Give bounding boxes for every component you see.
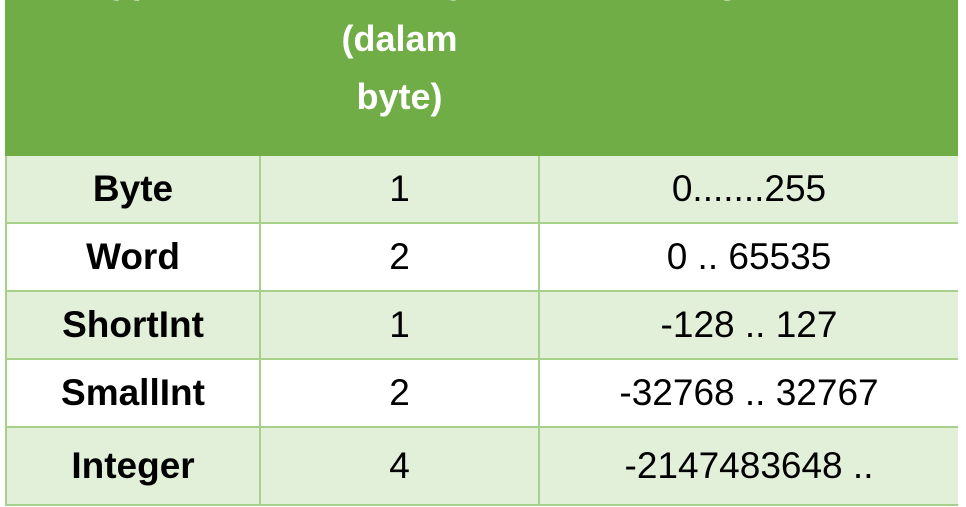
header-size: Memory (dalam byte) [259, 0, 540, 156]
size-cell: 2 [259, 358, 540, 428]
type-cell: SmallInt [5, 358, 261, 428]
range-cell: -32768 .. 32767 [538, 358, 958, 428]
range-cell: -2147483648 .. [538, 426, 958, 506]
table-row: SmallInt 2 -32768 .. 32767 [5, 358, 958, 428]
size-cell: 1 [259, 290, 540, 360]
type-cell: Integer [5, 426, 261, 506]
type-cell: Byte [5, 154, 261, 224]
table-row: Word 2 0 .. 65535 [5, 222, 958, 292]
header-text: Type [7, 0, 259, 10]
header-text: byte) [356, 76, 443, 117]
table-row: ShortInt 1 -128 .. 127 [5, 290, 958, 360]
header-text: Jangkauan [540, 0, 958, 10]
header-text: Memory [261, 0, 538, 10]
range-cell: 0 .. 65535 [538, 222, 958, 292]
type-cell: ShortInt [5, 290, 261, 360]
type-cell: Word [5, 222, 261, 292]
size-cell: 4 [259, 426, 540, 506]
header-range: Jangkauan [538, 0, 958, 156]
size-cell: 2 [259, 222, 540, 292]
table-row: Byte 1 0.......255 [5, 154, 958, 224]
table-row: Integer 4 -2147483648 .. [5, 426, 958, 506]
range-cell: 0.......255 [538, 154, 958, 224]
header-row: Type Memory (dalam byte) Jangkauan [5, 0, 958, 156]
range-cell: -128 .. 127 [538, 290, 958, 360]
header-text: (dalam [341, 18, 458, 59]
header-type: Type [5, 0, 261, 156]
size-cell: 1 [259, 154, 540, 224]
